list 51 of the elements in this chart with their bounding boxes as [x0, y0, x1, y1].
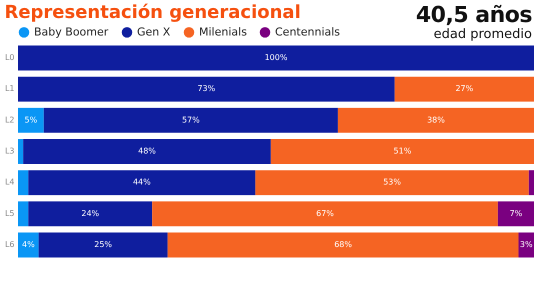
data-label: 27%	[455, 84, 474, 94]
bar	[38, 232, 168, 258]
bar	[18, 201, 28, 226]
bar	[338, 108, 534, 133]
data-label: 4%	[22, 240, 36, 249]
data-label: 38%	[427, 115, 446, 124]
annotation: edad promedio	[432, 27, 532, 42]
bar	[255, 170, 529, 196]
bar	[152, 201, 498, 226]
text: 40,5 años	[416, 3, 532, 28]
data-label: 25%	[94, 240, 112, 249]
bar	[270, 139, 534, 164]
y-tick-label: L4	[4, 178, 14, 187]
data-label: 7%	[510, 208, 523, 218]
bar	[18, 76, 395, 102]
y-tick-label: L2	[4, 115, 14, 124]
chart-title: Representación generacional	[4, 2, 301, 23]
y-tick-label: L6	[4, 240, 14, 249]
bar	[28, 170, 256, 196]
y-tick-label: L3	[4, 146, 14, 156]
data-label: 100%	[264, 53, 288, 62]
legend-label: Baby Boomer	[34, 25, 109, 38]
data-label: 24%	[81, 208, 100, 218]
y-tick-label: L0	[4, 53, 14, 62]
bar	[18, 139, 24, 164]
y-tick-label: L5	[4, 208, 14, 218]
data-label: 73%	[197, 84, 216, 94]
bar	[28, 201, 152, 226]
y-tick-label: L1	[4, 84, 14, 94]
bar	[18, 170, 28, 196]
data-label: 3%	[520, 240, 533, 249]
data-label: 44%	[132, 178, 152, 187]
bar	[528, 170, 534, 196]
bar	[18, 232, 39, 258]
bar	[18, 46, 534, 70]
bar	[394, 76, 534, 102]
bar	[23, 139, 271, 164]
data-label: 48%	[138, 146, 156, 156]
data-label: 68%	[334, 240, 352, 249]
legend-label: Gen X	[137, 25, 171, 38]
bar	[498, 201, 534, 226]
bar	[18, 108, 44, 133]
data-label: 51%	[394, 146, 412, 156]
bar	[44, 108, 338, 133]
data-label: 53%	[383, 178, 402, 187]
data-label: 57%	[182, 115, 200, 124]
legend-label: Centennials	[275, 25, 340, 38]
bar	[168, 232, 519, 258]
data-label: 5%	[24, 115, 38, 124]
legend-label: Milenials	[199, 25, 248, 38]
data-label: 67%	[316, 208, 334, 218]
